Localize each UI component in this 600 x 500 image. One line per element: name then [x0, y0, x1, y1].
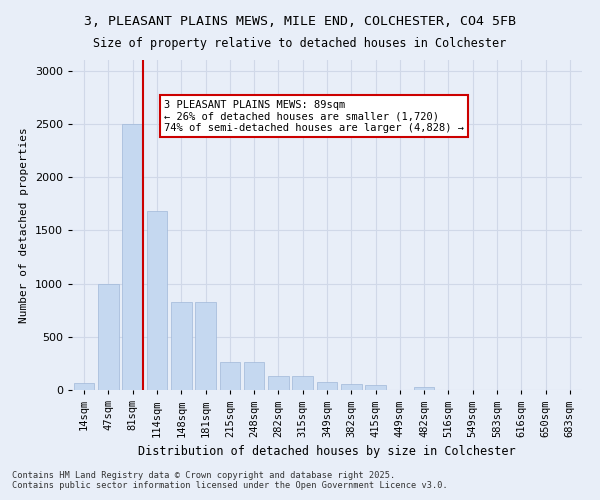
Bar	[74, 382, 94, 390]
Bar	[365, 385, 386, 390]
Bar	[292, 376, 313, 390]
Bar	[195, 302, 216, 390]
Bar	[414, 387, 434, 390]
Bar	[171, 302, 191, 390]
Bar	[317, 382, 337, 390]
Bar	[98, 284, 119, 390]
Y-axis label: Number of detached properties: Number of detached properties	[19, 127, 29, 323]
Bar	[268, 376, 289, 390]
Bar	[146, 211, 167, 390]
Text: 3, PLEASANT PLAINS MEWS, MILE END, COLCHESTER, CO4 5FB: 3, PLEASANT PLAINS MEWS, MILE END, COLCH…	[84, 15, 516, 28]
Text: Contains HM Land Registry data © Crown copyright and database right 2025.
Contai: Contains HM Land Registry data © Crown c…	[12, 470, 448, 490]
X-axis label: Distribution of detached houses by size in Colchester: Distribution of detached houses by size …	[138, 445, 516, 458]
Bar	[220, 362, 240, 390]
Bar	[341, 384, 362, 390]
Bar	[244, 362, 265, 390]
Text: 3 PLEASANT PLAINS MEWS: 89sqm
← 26% of detached houses are smaller (1,720)
74% o: 3 PLEASANT PLAINS MEWS: 89sqm ← 26% of d…	[164, 100, 464, 133]
Text: Size of property relative to detached houses in Colchester: Size of property relative to detached ho…	[94, 38, 506, 51]
Bar	[122, 124, 143, 390]
